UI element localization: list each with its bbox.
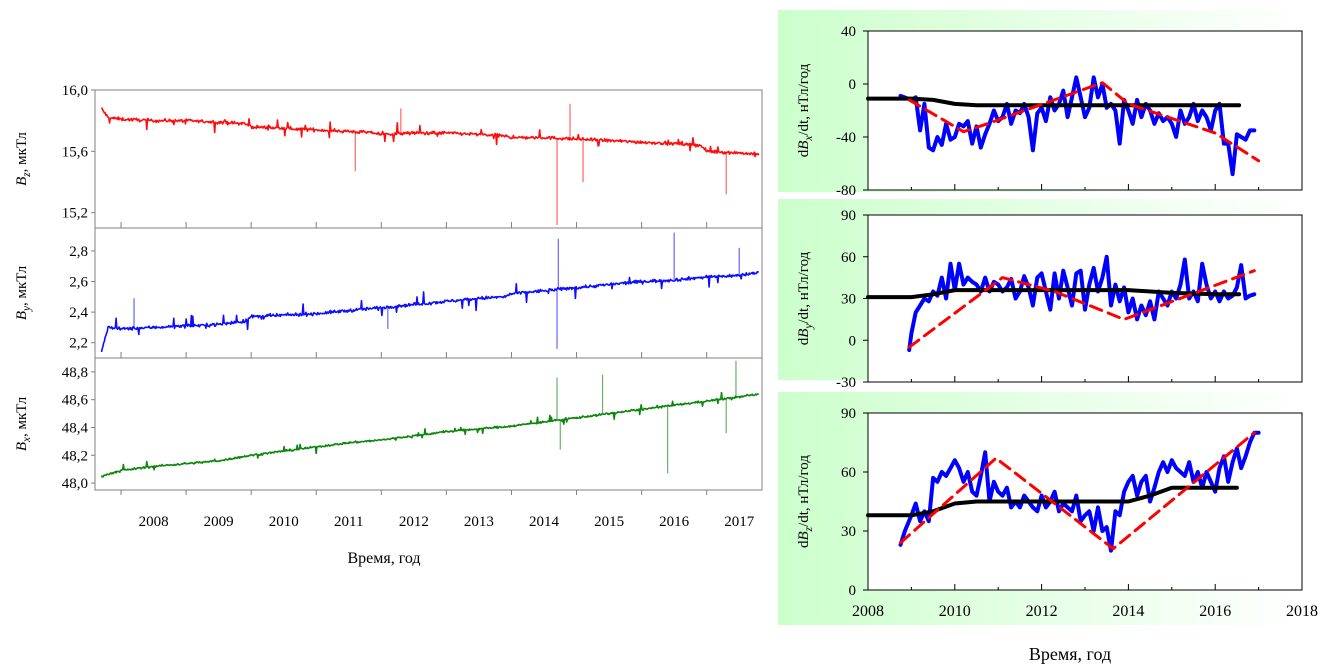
- dbx-y-axis-label-symbol: B: [796, 141, 812, 150]
- dbx-red-dashed-line: [907, 81, 1261, 163]
- right-xtick-label: 2014: [1112, 603, 1144, 620]
- right-xtick-label: 2008: [852, 603, 884, 620]
- by-ytick-label: 2,6: [69, 275, 88, 291]
- dby-y-axis-label: dBy/dt, нТл/год: [796, 251, 815, 345]
- dby-ytick-label: 30: [841, 292, 856, 308]
- left-xtick-label: 2010: [269, 514, 299, 530]
- right-xtick-label: 2016: [1199, 603, 1231, 620]
- left-xtick-label: 2012: [399, 514, 429, 530]
- by-y-axis-label-unit: , мкТл: [14, 265, 30, 306]
- bx-y-axis-label-unit: , мкТл: [14, 396, 30, 437]
- dby-black-line: [866, 288, 1242, 300]
- dbx-y-axis-label-unit: /dt, нТл/год: [796, 63, 812, 135]
- by-y-axis-label-subscript: y: [21, 306, 33, 312]
- dbz-ytick-label: 90: [841, 406, 856, 422]
- left-xtick-label: 2009: [204, 514, 234, 530]
- bx-ytick-label: 48,2: [62, 448, 88, 464]
- dbx-ytick-label: 40: [841, 24, 856, 40]
- bx-series-line: [100, 391, 760, 478]
- dbz-ytick-label: 30: [841, 524, 856, 540]
- dbz-ytick-label: 0: [849, 583, 857, 599]
- right-xtick-label: 2012: [1026, 603, 1058, 620]
- dby-y-axis-label-symbol: B: [796, 329, 812, 338]
- dbz-red-dashed-line: [899, 431, 1256, 551]
- left-xtick-label: 2013: [464, 514, 494, 530]
- bz-y-axis-label-unit: , мкТл: [14, 132, 30, 173]
- dbx-y-axis-label: dBx/dt, нТл/год: [796, 63, 815, 157]
- by-ytick-label: 2,4: [69, 305, 88, 321]
- bz-y-axis-label-symbol: B: [14, 177, 30, 186]
- dby-ytick-label: 60: [841, 250, 856, 266]
- by-y-axis-label-symbol: B: [14, 311, 30, 320]
- dbx-y-axis-label-prefix: d: [796, 149, 812, 157]
- dbx-ytick-label: 0: [849, 77, 857, 93]
- by-ytick-label: 2,2: [69, 336, 88, 352]
- left-xtick-label: 2015: [594, 514, 624, 530]
- dby-blue-line: [907, 254, 1257, 352]
- left-xtick-label: 2017: [724, 514, 755, 530]
- left-x-axis-label: Время, год: [347, 550, 420, 567]
- dbx-ytick-label: -80: [836, 183, 856, 199]
- bz-ytick-label: 16,0: [62, 83, 88, 99]
- by-y-axis-label: By, мкТл: [14, 265, 33, 320]
- by-ytick-label: 2,8: [69, 244, 88, 260]
- dbz-y-axis-label-unit: /dt, нТл/год: [796, 455, 812, 527]
- left-xtick-label: 2008: [139, 514, 169, 530]
- dby-y-axis-label-subscript: y: [803, 324, 815, 330]
- dby-y-axis-label-prefix: d: [796, 337, 812, 345]
- bx-y-axis-label: Bx, мкТл: [14, 396, 33, 451]
- dbz-y-axis-label-symbol: B: [796, 531, 812, 540]
- bz-y-axis-label-subscript: z: [21, 172, 33, 178]
- dbx-y-axis-label-subscript: x: [803, 136, 815, 142]
- dby-ytick-label: 90: [841, 208, 856, 224]
- dbx-ytick-label: -40: [836, 130, 856, 146]
- bz-series-line: [100, 107, 760, 158]
- right-x-axis-label: Время, год: [1029, 644, 1111, 664]
- left-xtick-label: 2016: [659, 514, 690, 530]
- dbz-y-axis-label-prefix: d: [796, 540, 812, 548]
- bx-y-axis-label-subscript: x: [21, 437, 33, 443]
- left-xtick-label: 2014: [529, 514, 560, 530]
- dby-y-axis-label-unit: /dt, нТл/год: [796, 251, 812, 323]
- left-plot-frame: [94, 89, 763, 491]
- bz-ytick-label: 15,6: [62, 144, 89, 160]
- bx-ytick-label: 48,4: [62, 420, 89, 436]
- bx-y-axis-label-symbol: B: [14, 442, 30, 451]
- right-xtick-label: 2010: [939, 603, 971, 620]
- bx-ytick-label: 48,8: [62, 365, 88, 381]
- bx-ytick-label: 48,0: [62, 476, 88, 492]
- dby-ytick-label: 0: [849, 333, 857, 349]
- dbx-blue-line: [898, 75, 1257, 177]
- dbz-y-axis-label: dBz/dt, нТл/год: [796, 455, 815, 548]
- bz-y-axis-label: Bz, мкТл: [14, 132, 33, 186]
- left-xtick-label: 2011: [334, 514, 363, 530]
- right-xtick-label: 2018: [1286, 603, 1318, 620]
- dbx-black-line: [866, 96, 1242, 108]
- dby-red-dashed-line: [907, 269, 1256, 349]
- dbz-y-axis-label-subscript: z: [803, 526, 815, 532]
- by-series-line: [100, 270, 760, 353]
- dby-ytick-label: -30: [836, 375, 856, 391]
- bx-ytick-label: 48,6: [62, 393, 89, 409]
- dbz-ytick-label: 60: [841, 465, 856, 481]
- bz-ytick-label: 15,2: [62, 206, 88, 222]
